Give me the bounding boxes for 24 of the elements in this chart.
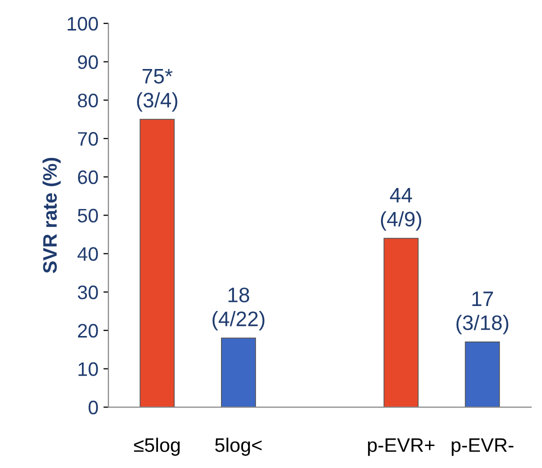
data-label: 17 (3/18) [456,292,508,334]
y-tick-label: 60 [78,170,98,184]
y-tick-label: 80 [78,94,98,108]
bar [220,338,256,408]
bar [140,118,175,408]
x-tick-label: p-EVR+ [368,438,434,456]
y-tick-label: 30 [78,286,98,300]
x-tick-label: p-EVR- [452,438,514,456]
y-tick-label: 40 [78,247,98,261]
y-tick-label: 10 [78,362,98,376]
y-tick-label: 50 [78,208,98,223]
x-tick-label: 5log< [215,438,262,456]
x-tick-label: ≤5log [134,438,180,456]
data-label: 18 (4/22) [212,288,264,330]
y-tick-label: 0 [88,400,98,414]
bar [384,238,419,408]
y-tick-label: 90 [78,55,98,70]
y-tick-label: 20 [78,324,98,338]
data-label: 75* (3/4) [137,69,178,112]
y-axis-title: SVR rate (%) [42,158,61,274]
y-tick-label: 70 [78,132,98,146]
y-tick-label: 100 [68,16,98,31]
data-label: 44 (4/9) [380,188,422,231]
bar [464,342,500,408]
